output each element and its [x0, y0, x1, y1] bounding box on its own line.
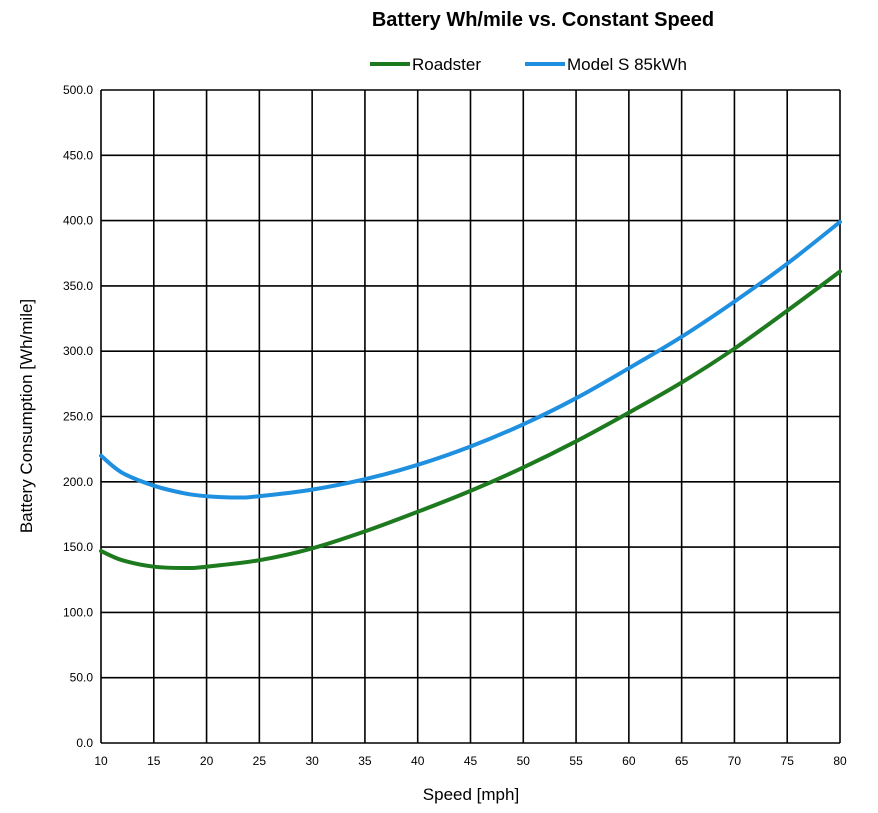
legend-label-roadster: Roadster	[412, 55, 481, 74]
y-tick-label-2: 100.0	[63, 605, 93, 619]
y-tick-labels: 0.0 50.0 100.0 150.0 200.0 250.0 300.0 350.0 400…	[63, 83, 93, 750]
x-tick-label-7: 45	[464, 754, 478, 768]
x-tick-label-0: 10	[94, 754, 108, 768]
x-axis-label: Speed [mph]	[423, 785, 519, 804]
x-tick-labels: 10 15 20 25 30 35 40 45 50 55 60 65 70 75 80	[94, 754, 847, 768]
y-tick-label-3: 150.0	[63, 540, 93, 554]
x-tick-label-1: 15	[147, 754, 161, 768]
series-line-roadster	[99, 269, 842, 570]
y-axis-label: Battery Consumption [Wh/mile]	[17, 299, 36, 533]
x-tick-label-9: 55	[569, 754, 583, 768]
y-tick-label-6: 300.0	[63, 344, 93, 358]
x-tick-label-2: 20	[200, 754, 214, 768]
x-tick-label-3: 25	[253, 754, 267, 768]
x-tick-label-12: 70	[728, 754, 742, 768]
grid	[100, 89, 841, 744]
legend: Roadster Model S 85kWh	[370, 55, 687, 74]
y-tick-label-1: 50.0	[70, 671, 94, 685]
chart-title: Battery Wh/mile vs. Constant Speed	[372, 9, 714, 31]
y-tick-label-4: 200.0	[63, 475, 93, 489]
y-tick-label-0: 0.0	[76, 736, 93, 750]
y-tick-label-8: 400.0	[63, 214, 93, 228]
y-tick-label-5: 250.0	[63, 410, 93, 424]
x-tick-label-10: 60	[622, 754, 636, 768]
x-tick-label-8: 50	[517, 754, 531, 768]
x-tick-label-11: 65	[675, 754, 689, 768]
x-tick-label-6: 40	[411, 754, 425, 768]
series-line-model-s	[99, 219, 842, 500]
x-tick-label-13: 75	[781, 754, 795, 768]
x-tick-label-14: 80	[833, 754, 847, 768]
series-lines	[99, 219, 842, 570]
y-tick-label-10: 500.0	[63, 83, 93, 97]
legend-label-model-s: Model S 85kWh	[567, 55, 687, 74]
x-tick-label-4: 30	[305, 754, 319, 768]
x-tick-label-5: 35	[358, 754, 372, 768]
y-tick-label-9: 450.0	[63, 148, 93, 162]
y-tick-label-7: 350.0	[63, 279, 93, 293]
